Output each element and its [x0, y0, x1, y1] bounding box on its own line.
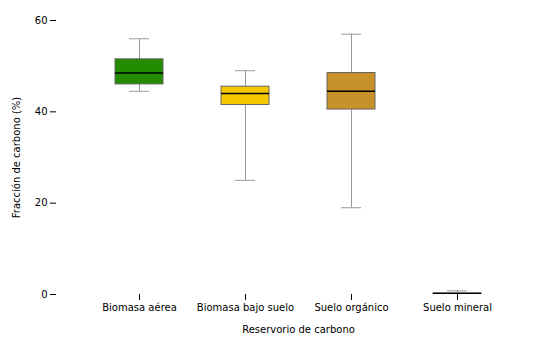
svg-text:Fracción de carbono (%): Fracción de carbono (%) [11, 97, 22, 219]
svg-text:60: 60 [35, 15, 48, 26]
svg-text:40: 40 [35, 106, 48, 117]
svg-text:Suelo mineral: Suelo mineral [423, 302, 492, 313]
svg-text:Biomasa bajo suelo: Biomasa bajo suelo [197, 302, 294, 313]
svg-text:Reservorio de carbono: Reservorio de carbono [242, 324, 355, 335]
svg-text:20: 20 [35, 197, 48, 208]
svg-text:Suelo orgánico: Suelo orgánico [314, 302, 388, 313]
svg-text:Biomasa aérea: Biomasa aérea [102, 302, 177, 313]
svg-text:0: 0 [41, 289, 47, 300]
